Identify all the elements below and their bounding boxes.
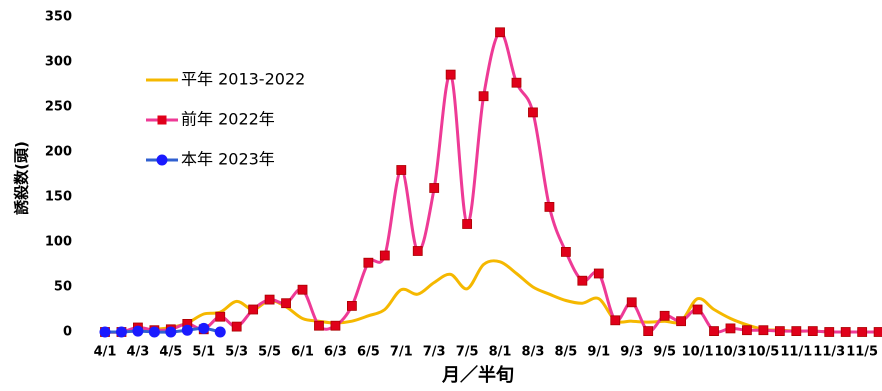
data-point — [560, 246, 571, 257]
y-tick-label: 350 — [45, 10, 72, 25]
data-point — [248, 304, 259, 315]
y-tick-label: 250 — [45, 100, 72, 115]
data-point — [215, 311, 226, 322]
x-tick-label: 10/5 — [747, 345, 779, 360]
y-tick-label: 50 — [54, 280, 72, 295]
y-tick-label: 0 — [63, 325, 72, 340]
data-point — [115, 326, 127, 338]
x-tick-label: 7/1 — [390, 345, 413, 360]
data-point — [214, 326, 226, 338]
legend-label: 平年 2013-2022 — [181, 70, 305, 89]
data-point — [429, 183, 440, 193]
data-point — [281, 298, 291, 309]
data-point — [264, 294, 275, 305]
x-tick-label: 8/5 — [554, 345, 577, 360]
data-point — [231, 321, 242, 332]
x-tick-label: 11/3 — [813, 345, 845, 360]
x-tick-label: 11/5 — [846, 345, 878, 360]
data-point — [396, 165, 407, 175]
data-point — [181, 324, 193, 336]
data-point — [346, 300, 357, 311]
y-tick-label: 150 — [45, 190, 72, 205]
data-point — [198, 322, 210, 334]
x-tick-label: 10/3 — [715, 345, 747, 360]
x-tick-label: 9/3 — [620, 345, 643, 360]
data-point — [297, 284, 308, 295]
data-point — [330, 320, 341, 331]
x-tick-label: 4/1 — [94, 345, 117, 360]
data-point — [676, 316, 686, 327]
x-tick-label: 5/5 — [258, 345, 281, 360]
data-point — [725, 323, 736, 334]
y-tick-label: 300 — [45, 55, 72, 70]
x-tick-label: 8/3 — [522, 345, 545, 360]
data-point — [544, 201, 555, 212]
data-point — [774, 326, 785, 337]
x-tick-label: 8/1 — [489, 345, 512, 360]
x-tick-label: 4/5 — [159, 345, 182, 360]
legend-label: 本年 2023年 — [181, 150, 275, 169]
data-point — [511, 77, 522, 88]
data-point — [528, 107, 538, 118]
x-tick-label: 6/1 — [291, 345, 314, 360]
y-tick-label: 200 — [45, 145, 72, 160]
data-point — [659, 310, 670, 321]
x-tick-label: 5/3 — [225, 345, 248, 360]
data-point — [412, 246, 423, 256]
data-point — [99, 326, 111, 338]
data-point — [363, 257, 374, 268]
data-point — [132, 325, 144, 337]
data-point — [495, 27, 505, 38]
x-tick-label: 7/5 — [456, 345, 479, 360]
x-tick-label: 10/1 — [682, 345, 714, 360]
data-point — [857, 327, 868, 337]
data-point — [692, 304, 703, 315]
x-axis-label: 月／半旬 — [441, 364, 514, 386]
data-point — [314, 320, 324, 331]
data-point — [626, 297, 637, 308]
data-point — [840, 327, 851, 337]
y-tick-label: 100 — [45, 235, 72, 250]
data-point — [379, 250, 390, 261]
data-point — [742, 325, 752, 336]
data-point — [643, 326, 654, 337]
x-tick-label: 9/1 — [587, 345, 610, 360]
data-point — [610, 315, 621, 326]
data-point — [165, 326, 177, 338]
y-axis-label: 誘殺数(頭) — [13, 141, 31, 215]
x-tick-label: 6/5 — [357, 345, 380, 360]
data-point — [709, 326, 719, 337]
data-point — [807, 326, 818, 337]
data-point — [791, 326, 802, 337]
legend-marker — [157, 115, 167, 125]
x-tick-label: 4/3 — [126, 345, 149, 360]
x-tick-label: 7/3 — [423, 345, 446, 360]
data-point — [445, 69, 456, 80]
data-point — [824, 327, 835, 337]
data-point — [478, 91, 489, 102]
x-tick-label: 11/1 — [780, 345, 812, 360]
legend-marker — [156, 154, 168, 166]
data-point — [758, 325, 769, 336]
data-point — [593, 268, 604, 279]
data-point — [873, 327, 882, 337]
data-point — [577, 275, 588, 286]
legend-label: 前年 2022年 — [181, 110, 275, 129]
x-tick-label: 6/3 — [324, 345, 347, 360]
x-tick-label: 9/5 — [653, 345, 676, 360]
data-point — [462, 219, 473, 229]
x-tick-label: 5/1 — [192, 345, 215, 360]
series-line — [104, 259, 879, 334]
data-point — [148, 326, 160, 338]
